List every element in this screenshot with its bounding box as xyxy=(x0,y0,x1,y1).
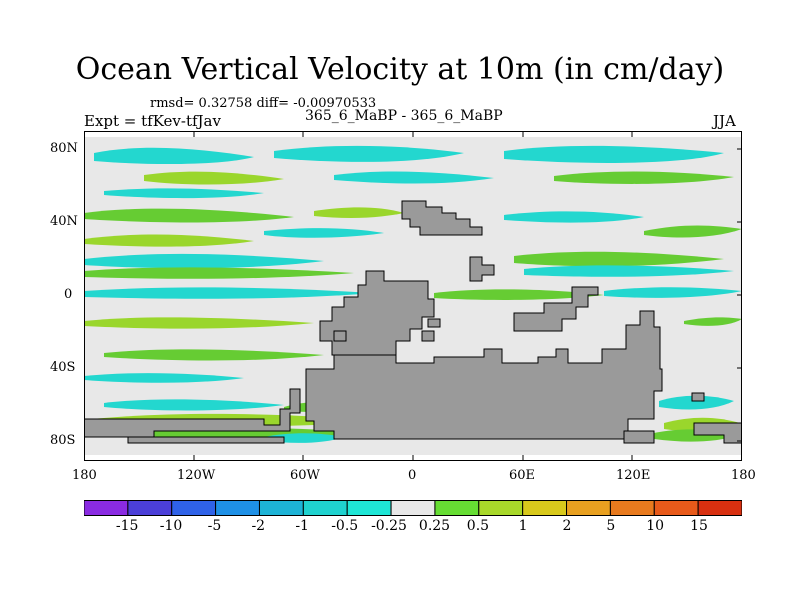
velocity-patch xyxy=(434,289,604,300)
colorbar-label: 2 xyxy=(562,518,572,534)
velocity-patch xyxy=(94,147,254,165)
lat-label-80n: 80N xyxy=(50,141,78,156)
colorbar-swatch xyxy=(609,500,655,516)
colorbar-swatch xyxy=(434,500,480,516)
velocity-patch xyxy=(684,317,742,326)
velocity-patch xyxy=(84,287,374,299)
lon-label-180w: 180 xyxy=(72,468,97,483)
velocity-anomaly-patches xyxy=(84,145,742,443)
velocity-patch xyxy=(554,171,734,184)
colorbar-swatch xyxy=(697,500,742,516)
colorbar-swatch xyxy=(522,500,568,516)
velocity-patch xyxy=(104,188,264,199)
colorbar-label: -10 xyxy=(159,518,183,534)
lat-label-80s: 80S xyxy=(50,433,76,448)
land-northern-continent xyxy=(401,200,483,236)
velocity-patch xyxy=(524,265,734,277)
colorbar-label: 5 xyxy=(606,518,616,534)
velocity-patch xyxy=(334,171,494,184)
velocity-patch xyxy=(84,208,294,223)
colorbar-swatch xyxy=(127,500,173,516)
colorbar-swatch xyxy=(302,500,348,516)
case-label: 365_6_MaBP - 365_6_MaBP xyxy=(305,108,503,124)
land-small-east-islet xyxy=(691,392,705,402)
velocity-patch xyxy=(104,349,324,361)
velocity-patch xyxy=(104,399,284,411)
colorbar-swatch xyxy=(478,500,524,516)
colorbar-swatch xyxy=(653,500,699,516)
velocity-patch xyxy=(314,207,404,218)
land-central-islet-1 xyxy=(421,330,435,342)
land-east-antarctic xyxy=(623,430,655,444)
colorbar-label: 0.5 xyxy=(466,518,490,534)
velocity-patch xyxy=(504,211,644,223)
velocity-patch xyxy=(274,145,464,162)
colorbar-swatch xyxy=(171,500,217,516)
colorbar-label: -15 xyxy=(115,518,139,534)
land-north-island xyxy=(469,256,495,282)
colorbar-label: 0.25 xyxy=(418,518,451,534)
rmsd-diff-stats: rmsd= 0.32758 diff= -0.00970533 xyxy=(150,96,377,111)
lon-label-0: 0 xyxy=(408,468,417,483)
velocity-patch xyxy=(604,287,742,298)
land-central-islet-2 xyxy=(427,318,441,328)
velocity-patch xyxy=(514,251,724,267)
velocity-patch xyxy=(659,395,734,410)
velocity-patch xyxy=(84,373,244,383)
colorbar-swatch xyxy=(215,500,260,516)
land-east-peninsula xyxy=(513,286,599,332)
axis-ticks xyxy=(193,131,742,461)
velocity-patch xyxy=(644,225,742,238)
colorbar-label: -5 xyxy=(207,518,222,534)
land-antarctic-tongue xyxy=(127,436,285,444)
lon-label-180e: 180 xyxy=(731,468,756,483)
velocity-patch xyxy=(84,234,254,247)
colorbar-swatch xyxy=(566,500,611,516)
land-masses xyxy=(84,200,742,444)
velocity-patch xyxy=(84,317,314,329)
lat-label-0: 0 xyxy=(64,287,73,302)
colorbar-label: 15 xyxy=(690,518,708,534)
colorbar-swatch xyxy=(390,500,436,516)
colorbar xyxy=(84,500,742,516)
land-west-antarctic-strip xyxy=(84,388,301,438)
colorbar-label: 1 xyxy=(518,518,528,534)
velocity-patch xyxy=(504,145,724,163)
colorbar-swatch xyxy=(346,500,392,516)
lat-label-40n: 40N xyxy=(50,214,78,229)
lon-label-60w: 60W xyxy=(290,468,320,483)
lon-label-120e: 120E xyxy=(616,468,651,483)
colorbar-label: -0.25 xyxy=(371,518,407,534)
velocity-patch xyxy=(84,267,354,279)
lat-label-40s: 40S xyxy=(50,360,76,375)
colorbar-swatch xyxy=(258,500,304,516)
plot-title: Ocean Vertical Velocity at 10m (in cm/da… xyxy=(75,52,725,87)
experiment-label: Expt = tfKev-tfJav xyxy=(84,112,221,130)
colorbar-label: -0.5 xyxy=(331,518,359,534)
colorbar-label: 10 xyxy=(646,518,665,534)
map-panel xyxy=(84,131,742,461)
velocity-patch xyxy=(144,171,284,185)
colorbar-swatch xyxy=(84,500,129,516)
velocity-patch xyxy=(84,253,324,269)
colorbar-label: -2 xyxy=(251,518,266,534)
velocity-patch xyxy=(264,228,384,238)
land-west-islet xyxy=(333,330,347,342)
lon-label-120w: 120W xyxy=(177,468,216,483)
season-label: JJA xyxy=(713,112,736,130)
land-far-east-islet xyxy=(693,422,742,444)
colorbar-label: -1 xyxy=(295,518,309,534)
lon-label-60e: 60E xyxy=(509,468,536,483)
